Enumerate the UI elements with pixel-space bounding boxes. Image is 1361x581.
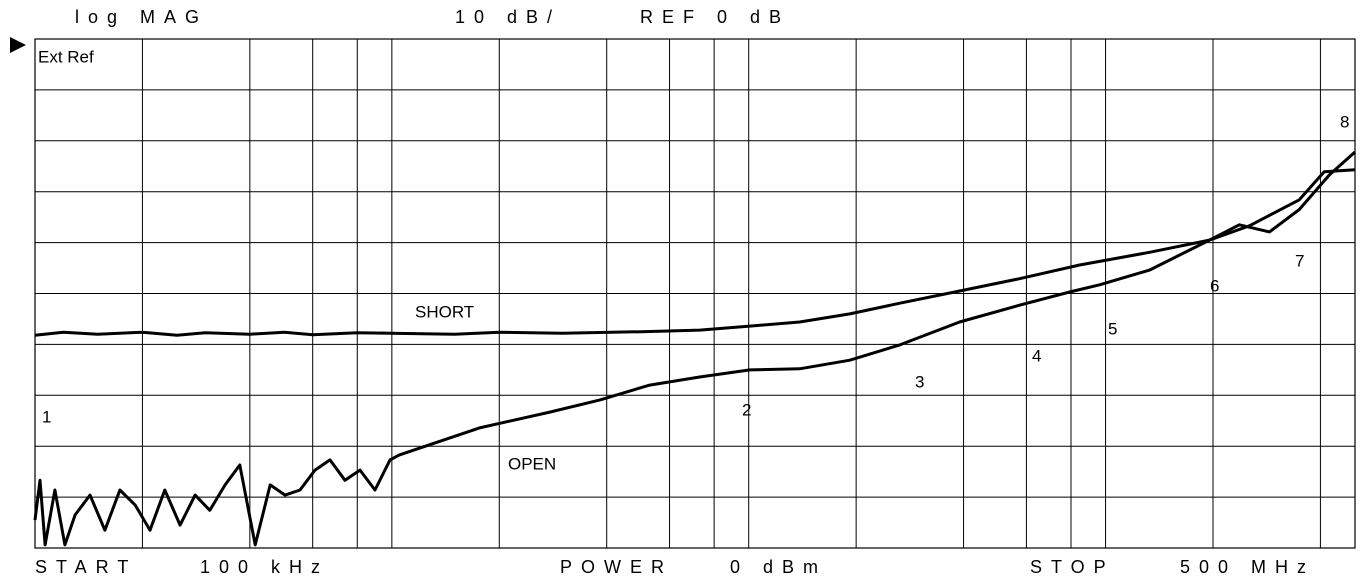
trace-annotation: 3: [915, 372, 924, 391]
status-text: Ext Ref: [38, 47, 94, 66]
trace-line: [33, 150, 1357, 547]
trace-annotation: OPEN: [508, 454, 556, 473]
reference-marker: [10, 37, 26, 53]
footer-text: 500 MHz: [1180, 557, 1315, 577]
trace-annotation: 5: [1108, 319, 1117, 338]
footer-text: STOP: [1030, 557, 1115, 577]
trace-line: [34, 168, 1356, 337]
header-text: 10 dB/: [455, 7, 561, 27]
trace-annotation: 6: [1210, 276, 1219, 295]
trace-annotation: SHORT: [415, 302, 474, 321]
trace-annotation: 1: [42, 407, 51, 426]
footer-text: 0 dBm: [730, 557, 827, 577]
trace-annotation: 8: [1340, 112, 1349, 131]
footer-text: START: [35, 557, 137, 577]
trace-annotation: 7: [1295, 251, 1304, 270]
header-text: REF 0 dB: [640, 7, 790, 27]
trace-annotation: 4: [1032, 346, 1041, 365]
header-text: log MAG: [75, 7, 208, 27]
footer-text: 100 kHz: [200, 557, 329, 577]
footer-text: POWER: [560, 557, 673, 577]
trace-annotation: 2: [742, 400, 751, 419]
